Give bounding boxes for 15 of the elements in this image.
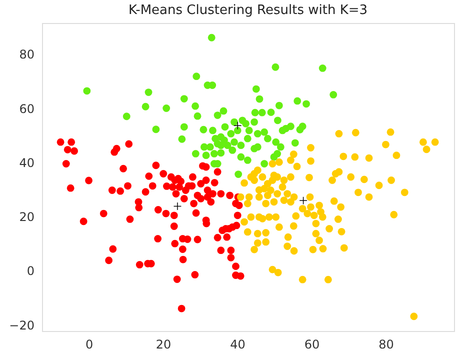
y-tick-label: 80 bbox=[19, 48, 34, 62]
x-tick-label: 20 bbox=[156, 338, 172, 352]
point bbox=[174, 202, 182, 210]
y-tick-label: −20 bbox=[9, 318, 34, 332]
point bbox=[234, 122, 242, 130]
x-tick-label: 80 bbox=[378, 338, 394, 352]
chart-title: K-Means Clustering Results with K=3 bbox=[128, 3, 368, 18]
y-tick-label: 20 bbox=[19, 210, 34, 224]
x-tick-label: 60 bbox=[304, 338, 320, 352]
y-tick-label: 0 bbox=[26, 264, 34, 278]
point bbox=[300, 196, 308, 204]
y-tick-label: 40 bbox=[19, 156, 34, 170]
y-tick-label: 60 bbox=[19, 102, 34, 116]
x-tick-label: 40 bbox=[230, 338, 246, 352]
x-tick-label: 0 bbox=[85, 338, 94, 352]
